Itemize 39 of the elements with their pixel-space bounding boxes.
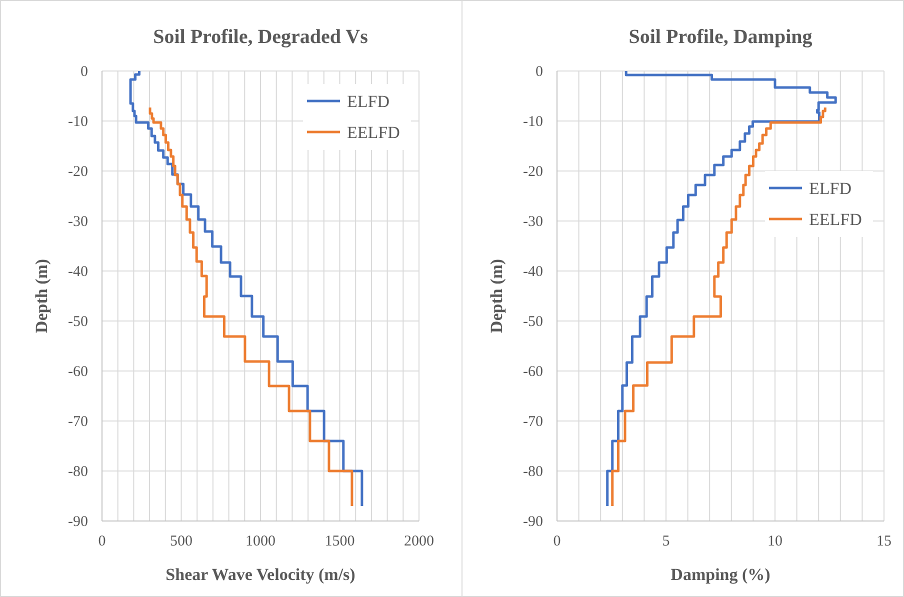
y-tick-label: -40 xyxy=(68,264,88,280)
y-tick-label: -90 xyxy=(68,514,88,530)
legend-label: EELFD xyxy=(347,123,400,142)
y-tick-label: -80 xyxy=(523,464,543,480)
y-axis-title: Depth (m) xyxy=(32,258,51,334)
legend-label: ELFD xyxy=(809,179,852,198)
y-tick-label: -70 xyxy=(523,414,543,430)
y-tick-label: -80 xyxy=(68,464,88,480)
x-tick-label: 5 xyxy=(662,534,670,550)
y-tick-label: -10 xyxy=(523,114,543,130)
x-tick-label: 10 xyxy=(768,534,782,550)
y-tick-label: -20 xyxy=(523,164,543,180)
x-tick-label: 0 xyxy=(553,534,561,550)
y-tick-label: -10 xyxy=(68,114,88,130)
x-tick-label: 500 xyxy=(170,534,192,550)
x-tick-label: 1500 xyxy=(324,534,355,550)
x-tick-label: 1000 xyxy=(246,534,276,550)
y-tick-label: -90 xyxy=(523,514,543,530)
y-tick-label: -40 xyxy=(523,264,543,280)
y-tick-label: -30 xyxy=(523,214,543,230)
legend-label: ELFD xyxy=(347,92,390,111)
chart-title: Soil Profile, Degraded Vs xyxy=(153,26,368,48)
chart-title: Soil Profile, Damping xyxy=(628,26,812,48)
y-tick-label: -20 xyxy=(68,164,88,180)
x-axis-title: Damping (%) xyxy=(670,565,770,584)
x-tick-label: 2000 xyxy=(404,534,434,550)
y-tick-label: 0 xyxy=(80,64,88,80)
y-tick-label: -60 xyxy=(68,364,88,380)
y-tick-label: -50 xyxy=(68,314,88,330)
y-tick-label: -50 xyxy=(523,314,543,330)
y-tick-label: 0 xyxy=(536,64,543,80)
y-tick-label: -30 xyxy=(68,214,88,230)
y-tick-label: -60 xyxy=(523,364,543,380)
legend-label: EELFD xyxy=(809,210,862,229)
x-tick-label: 0 xyxy=(98,534,106,550)
y-axis-title: Depth (m) xyxy=(487,258,506,334)
x-tick-label: 15 xyxy=(876,534,892,550)
x-axis-title: Shear Wave Velocity (m/s) xyxy=(166,565,356,584)
y-tick-label: -70 xyxy=(68,414,88,430)
